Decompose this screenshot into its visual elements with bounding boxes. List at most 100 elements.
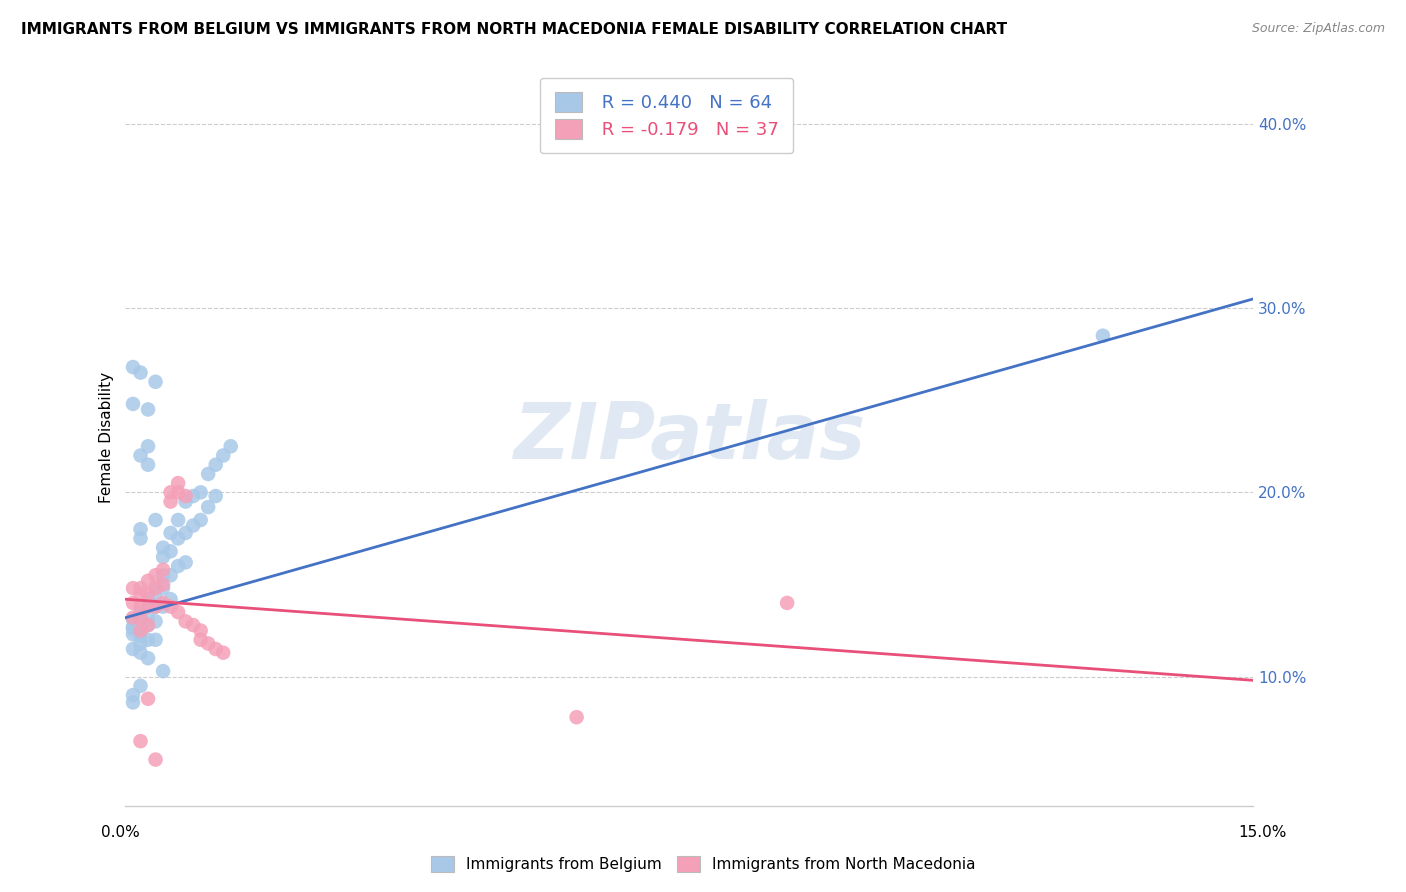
Point (129, 615, 152, 629)
Point (159, 525, 181, 540)
Point (136, 458, 159, 472)
Point (145, 375, 167, 389)
Point (776, 596, 799, 610)
Point (129, 624, 152, 638)
Point (122, 695, 145, 709)
Point (152, 599, 174, 614)
Point (129, 624, 152, 638)
Point (152, 664, 174, 678)
Point (122, 622, 145, 636)
Legend: Immigrants from Belgium, Immigrants from North Macedonia: Immigrants from Belgium, Immigrants from… (423, 848, 983, 880)
Point (181, 518, 204, 533)
Point (136, 632, 159, 647)
Y-axis label: Female Disability: Female Disability (100, 371, 114, 503)
Point (122, 596, 145, 610)
Point (159, 485, 181, 500)
Point (212, 449, 235, 463)
Point (167, 559, 190, 574)
Point (136, 610, 159, 624)
Point (122, 581, 145, 595)
Point (152, 577, 174, 591)
Point (136, 651, 159, 665)
Point (136, 691, 159, 706)
Point (190, 624, 212, 638)
Point (204, 642, 226, 657)
Point (174, 494, 197, 508)
Point (129, 605, 152, 619)
Point (129, 734, 152, 748)
Point (129, 581, 152, 595)
Point (197, 636, 219, 650)
Point (122, 620, 145, 634)
Point (145, 568, 167, 582)
Point (167, 476, 190, 491)
Point (190, 485, 212, 500)
Point (152, 563, 174, 577)
Point (152, 541, 174, 555)
Point (204, 489, 226, 503)
Point (145, 581, 167, 595)
Point (181, 489, 204, 503)
Point (565, 710, 588, 724)
Point (129, 587, 152, 601)
Legend:  R = 0.440   N = 64,  R = -0.179   N = 37: R = 0.440 N = 64, R = -0.179 N = 37 (540, 78, 793, 153)
Point (167, 485, 190, 500)
Point (122, 688, 145, 702)
Point (219, 439, 242, 453)
Point (159, 494, 181, 508)
Point (159, 544, 181, 558)
Point (145, 599, 167, 614)
Point (152, 568, 174, 582)
Point (136, 574, 159, 588)
Point (145, 581, 167, 595)
Point (204, 458, 226, 472)
Text: 15.0%: 15.0% (1239, 825, 1286, 840)
Point (167, 513, 190, 527)
Point (129, 532, 152, 546)
Point (136, 599, 159, 614)
Point (129, 646, 152, 660)
Point (167, 605, 190, 619)
Point (152, 549, 174, 564)
Point (167, 532, 190, 546)
Point (129, 610, 152, 624)
Point (159, 592, 181, 607)
Point (122, 642, 145, 657)
Point (129, 599, 152, 614)
Text: 0.0%: 0.0% (101, 825, 141, 840)
Text: IMMIGRANTS FROM BELGIUM VS IMMIGRANTS FROM NORTH MACEDONIA FEMALE DISABILITY COR: IMMIGRANTS FROM BELGIUM VS IMMIGRANTS FR… (21, 22, 1007, 37)
Point (145, 615, 167, 629)
Point (122, 397, 145, 411)
Point (1091, 328, 1114, 343)
Point (152, 596, 174, 610)
Point (181, 618, 204, 632)
Point (190, 632, 212, 647)
Point (129, 449, 152, 463)
Point (174, 555, 197, 569)
Point (129, 366, 152, 380)
Point (197, 500, 219, 515)
Point (129, 522, 152, 536)
Point (122, 627, 145, 641)
Text: Source: ZipAtlas.com: Source: ZipAtlas.com (1251, 22, 1385, 36)
Point (145, 591, 167, 605)
Point (152, 581, 174, 595)
Point (129, 679, 152, 693)
Point (122, 610, 145, 624)
Point (136, 439, 159, 453)
Point (136, 618, 159, 632)
Point (174, 615, 197, 629)
Point (174, 489, 197, 503)
Point (197, 467, 219, 481)
Point (136, 592, 159, 607)
Point (145, 753, 167, 767)
Point (190, 513, 212, 527)
Point (136, 402, 159, 417)
Point (145, 599, 167, 614)
Point (159, 568, 181, 582)
Point (145, 513, 167, 527)
Point (174, 525, 197, 540)
Point (212, 646, 235, 660)
Point (136, 599, 159, 614)
Point (129, 618, 152, 632)
